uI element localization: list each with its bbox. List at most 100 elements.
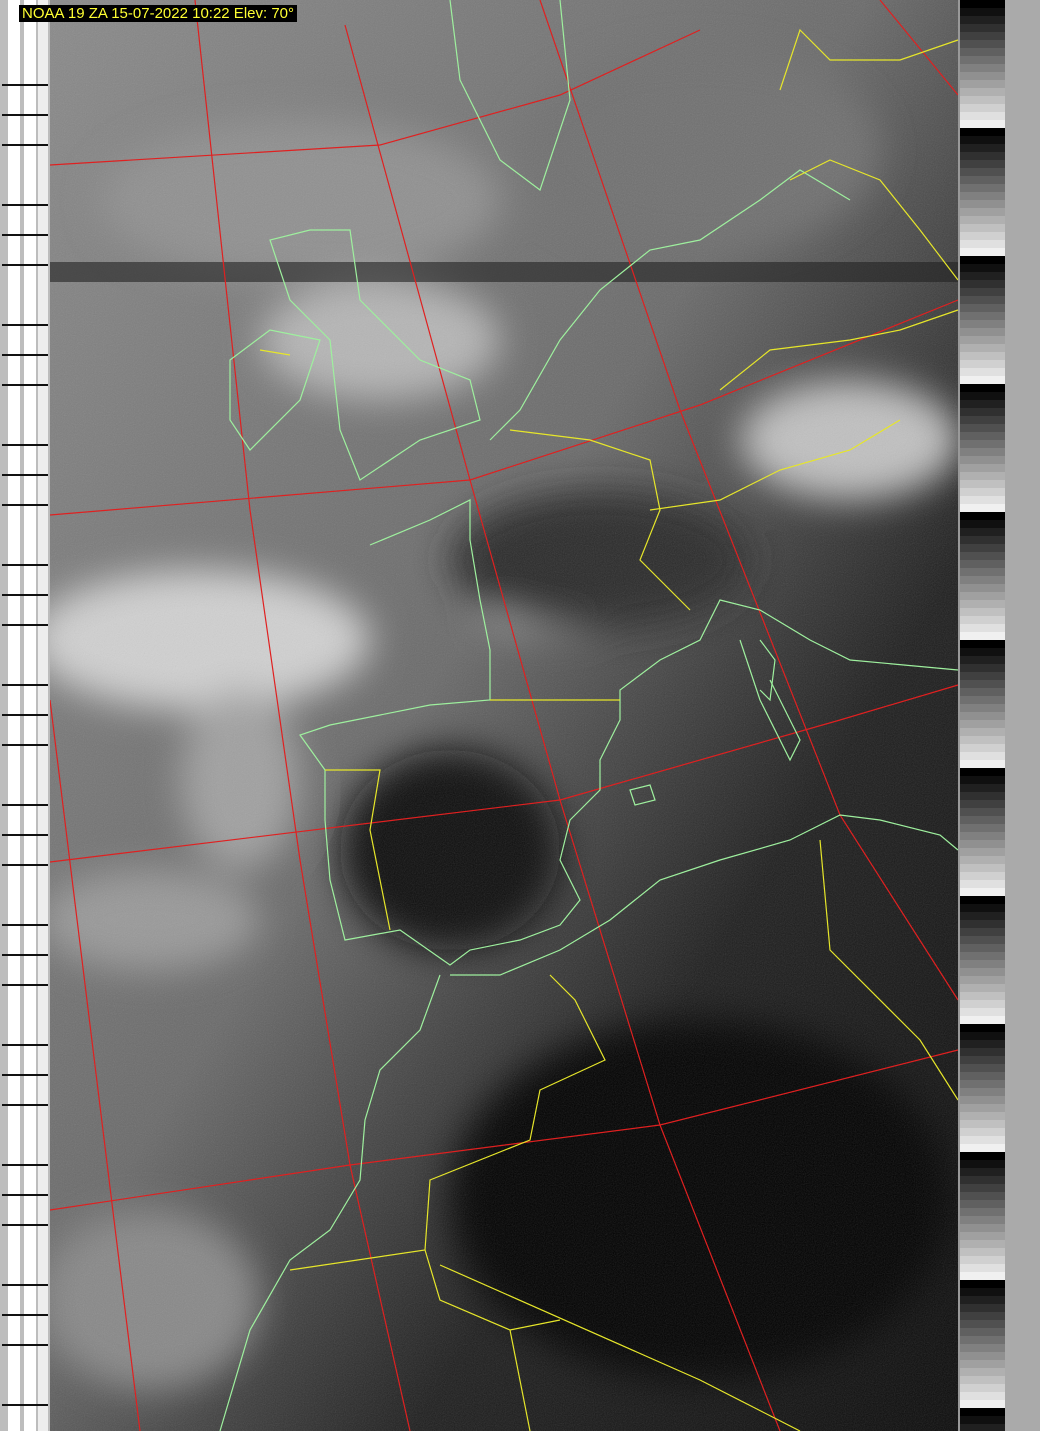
- calibration-wedge: [960, 1392, 1005, 1400]
- sync-tick: [2, 1044, 48, 1046]
- calibration-wedge: [960, 728, 1005, 736]
- sync-tick: [2, 804, 48, 806]
- calibration-wedge: [960, 360, 1005, 368]
- calibration-wedge: [960, 1184, 1005, 1192]
- calibration-wedge: [960, 312, 1005, 320]
- calibration-wedge: [960, 16, 1005, 24]
- sync-tick: [2, 264, 48, 266]
- sync-tick: [2, 954, 48, 956]
- calibration-wedge: [960, 640, 1005, 648]
- sync-tick: [2, 1164, 48, 1166]
- sync-tick: [2, 1314, 48, 1316]
- sync-tick: [2, 444, 48, 446]
- calibration-wedge: [960, 1144, 1005, 1152]
- pass-info-caption: NOAA 19 ZA 15-07-2022 10:22 Elev: 70°: [19, 5, 298, 22]
- calibration-wedge: [960, 32, 1005, 40]
- calibration-wedge: [960, 80, 1005, 88]
- sync-tick: [2, 1074, 48, 1076]
- calibration-wedge: [960, 376, 1005, 384]
- calibration-wedge: [960, 96, 1005, 104]
- sync-tick: [2, 1224, 48, 1226]
- calibration-wedge: [960, 288, 1005, 296]
- calibration-wedge: [960, 480, 1005, 488]
- calibration-wedge: [960, 344, 1005, 352]
- calibration-wedge: [960, 720, 1005, 728]
- calibration-wedge: [960, 1336, 1005, 1344]
- calibration-wedge: [960, 1264, 1005, 1272]
- noise-band: [50, 262, 958, 282]
- calibration-wedge: [960, 112, 1005, 120]
- calibration-wedge: [960, 928, 1005, 936]
- calibration-wedge: [960, 200, 1005, 208]
- calibration-wedge: [960, 904, 1005, 912]
- calibration-wedge: [960, 840, 1005, 848]
- calibration-wedge: [960, 88, 1005, 96]
- calibration-wedge: [960, 1280, 1005, 1288]
- calibration-wedge: [960, 1344, 1005, 1352]
- calibration-wedge: [960, 264, 1005, 272]
- calibration-wedge: [960, 128, 1005, 136]
- calibration-wedge: [960, 104, 1005, 112]
- calibration-wedge: [960, 584, 1005, 592]
- calibration-wedge: [960, 872, 1005, 880]
- sync-tick: [2, 234, 48, 236]
- calibration-wedge: [960, 8, 1005, 16]
- calibration-wedge: [960, 1240, 1005, 1248]
- sync-tick: [2, 84, 48, 86]
- calibration-wedge: [960, 992, 1005, 1000]
- sync-tick: [2, 744, 48, 746]
- sync-tick: [2, 114, 48, 116]
- sync-tick: [2, 684, 48, 686]
- sync-tick: [2, 1284, 48, 1286]
- calibration-wedge: [960, 496, 1005, 504]
- calibration-wedge: [960, 952, 1005, 960]
- calibration-wedge: [960, 416, 1005, 424]
- calibration-wedge: [960, 696, 1005, 704]
- calibration-wedge: [960, 504, 1005, 512]
- sync-tick: [2, 594, 48, 596]
- calibration-wedge: [960, 792, 1005, 800]
- calibration-wedge: [960, 1232, 1005, 1240]
- calibration-wedge: [960, 648, 1005, 656]
- calibration-wedge: [960, 336, 1005, 344]
- sync-tick: [2, 714, 48, 716]
- calibration-wedge: [960, 120, 1005, 128]
- calibration-wedge: [960, 1192, 1005, 1200]
- calibration-wedge: [960, 896, 1005, 904]
- calibration-wedge: [960, 320, 1005, 328]
- calibration-wedge: [960, 1056, 1005, 1064]
- calibration-wedge: [960, 384, 1005, 392]
- calibration-wedge: [960, 1272, 1005, 1280]
- sync-tick: [2, 1344, 48, 1346]
- calibration-wedge: [960, 864, 1005, 872]
- calibration-wedge: [960, 744, 1005, 752]
- calibration-wedge: [960, 776, 1005, 784]
- calibration-wedge: [960, 160, 1005, 168]
- calibration-wedge: [960, 1000, 1005, 1008]
- calibration-wedge: [960, 968, 1005, 976]
- calibration-wedge: [960, 1040, 1005, 1048]
- calibration-wedge: [960, 624, 1005, 632]
- calibration-wedge: [960, 1376, 1005, 1384]
- calibration-wedge: [960, 1320, 1005, 1328]
- calibration-wedge: [960, 1160, 1005, 1168]
- calibration-wedge: [960, 392, 1005, 400]
- calibration-wedge: [960, 960, 1005, 968]
- calibration-wedge: [960, 64, 1005, 72]
- image-noise: [50, 0, 958, 1431]
- calibration-wedge: [960, 752, 1005, 760]
- sync-tick: [2, 354, 48, 356]
- calibration-wedge: [960, 1400, 1005, 1408]
- sync-tick: [2, 504, 48, 506]
- calibration-wedge: [960, 1256, 1005, 1264]
- calibration-wedge: [960, 0, 1005, 8]
- calibration-wedge: [960, 1176, 1005, 1184]
- calibration-wedge: [960, 488, 1005, 496]
- calibration-wedge: [960, 1120, 1005, 1128]
- calibration-wedge: [960, 832, 1005, 840]
- calibration-wedge: [960, 632, 1005, 640]
- graticule-lines: [49, 0, 959, 1431]
- calibration-wedge: [960, 1048, 1005, 1056]
- calibration-wedge: [960, 1416, 1005, 1424]
